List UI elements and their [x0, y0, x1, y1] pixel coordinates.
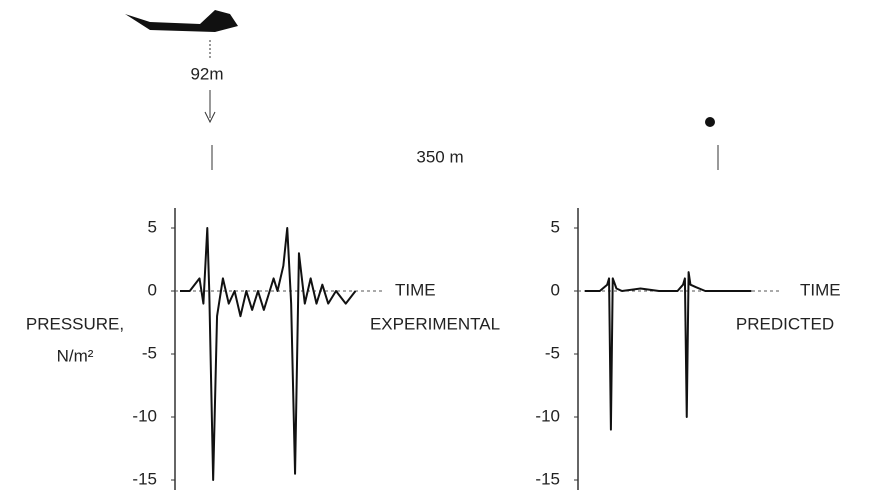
altitude-label: 92m	[190, 64, 223, 83]
x-label: TIME	[395, 280, 436, 299]
y-tick-label: -10	[132, 406, 157, 425]
y-tick-label: 0	[551, 280, 560, 299]
pressure-line	[180, 228, 356, 480]
figure: 92m 350 m PRESSURE, N/m² 5 0 -5 -10 -15 TIME E…	[0, 0, 873, 495]
pressure-line	[585, 272, 752, 430]
y-tick-label: -15	[535, 469, 560, 488]
distance-label: 350 m	[416, 147, 463, 166]
helicopter	[125, 10, 238, 32]
y-tick-label: 5	[148, 217, 157, 236]
y-tick-label: -10	[535, 406, 560, 425]
y-tick-label: -5	[142, 343, 157, 362]
y-tick-label: -5	[545, 343, 560, 362]
y-tick-label: 5	[551, 217, 560, 236]
y-tick-label: -15	[132, 469, 157, 488]
microphone	[705, 117, 715, 127]
y-unit: N/m²	[57, 346, 94, 365]
x-label: TIME	[800, 280, 841, 299]
y-label: PRESSURE,	[26, 314, 124, 333]
annotation: PREDICTED	[736, 314, 834, 333]
annotation: EXPERIMENTAL	[370, 314, 500, 333]
y-tick-label: 0	[148, 280, 157, 299]
